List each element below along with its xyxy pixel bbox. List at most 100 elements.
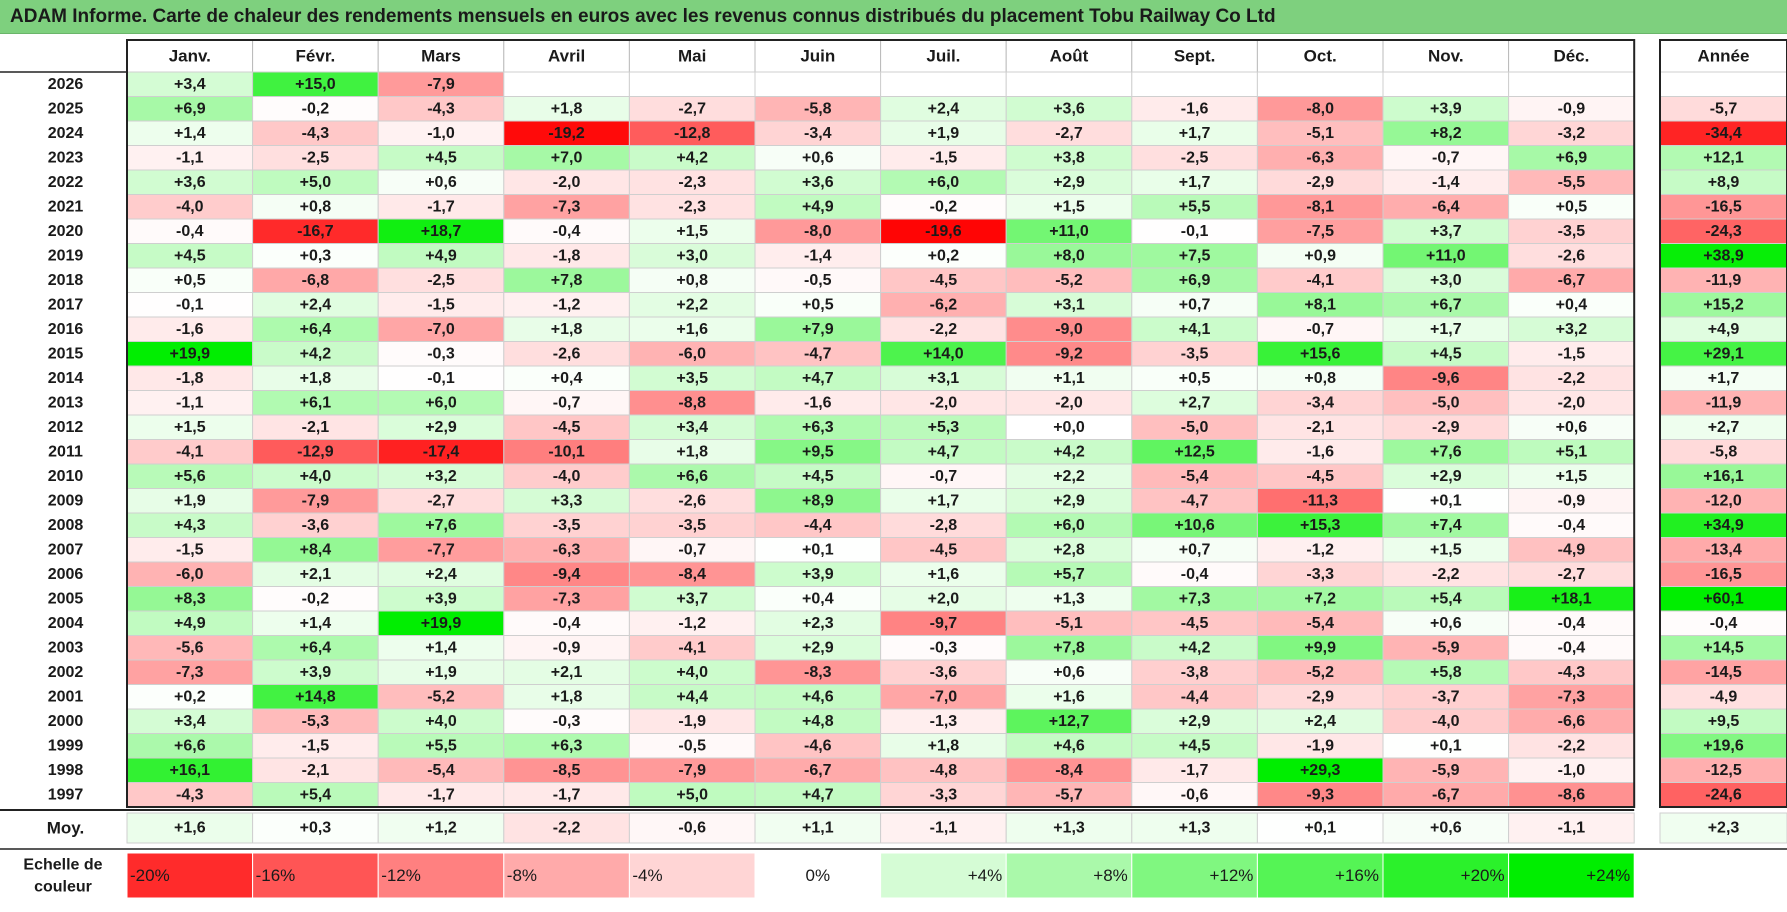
cell-value: -1,6 — [176, 321, 204, 338]
cell-value: -9,7 — [930, 615, 958, 632]
heatmap-cell — [126, 610, 254, 636]
heatmap-cell — [1508, 708, 1635, 734]
cell-value: +0,4 — [802, 590, 834, 607]
cell-value: -1,5 — [930, 149, 958, 166]
year-label: 2022 — [48, 174, 84, 191]
heatmap-cell — [1508, 365, 1635, 391]
cell-value: -0,4 — [1181, 566, 1209, 583]
cell-value: +19,9 — [170, 345, 211, 362]
cell-value: -2,9 — [1306, 688, 1334, 705]
year-label: 2013 — [48, 394, 84, 411]
year-label: 2002 — [48, 664, 84, 681]
heatmap-cell — [628, 610, 756, 636]
cell-value: +0,6 — [1430, 615, 1462, 632]
annual-value: +9,5 — [1708, 713, 1740, 730]
heatmap-cell — [126, 194, 254, 220]
heatmap-cell — [880, 635, 1007, 661]
heatmap-cell — [1382, 71, 1510, 97]
cell-value: -2,7 — [1558, 566, 1586, 583]
cell-value: +4,7 — [928, 443, 960, 460]
heatmap-cell — [754, 243, 882, 269]
average-row: Moy. +1,6 +0,3 +1,2 -2,2 -0,6 +1,1 -1,1 +1,3 +1,3… — [47, 812, 1787, 844]
heatmap-cell — [1508, 782, 1635, 808]
cell-value: +4,0 — [425, 713, 457, 730]
cell-value: -3,6 — [302, 517, 330, 534]
cell-value: +3,7 — [1430, 223, 1462, 240]
month-header-row: Janv. Févr. Mars Avril Mai Juin Juil. Août Sept.… — [126, 39, 1787, 73]
cell-value: -5,3 — [302, 713, 330, 730]
cell-value: -9,3 — [1306, 786, 1334, 803]
cell-value: -7,3 — [553, 590, 581, 607]
cell-value: -5,2 — [1055, 272, 1083, 289]
heatmap-cell — [1508, 684, 1635, 710]
cell-value: +5,6 — [174, 468, 206, 485]
cell-value: +3,3 — [551, 492, 583, 509]
month-header-label: Août — [1050, 47, 1089, 66]
cell-value: -9,0 — [1055, 321, 1083, 338]
heatmap-cell — [377, 96, 505, 122]
cell-value: -5,4 — [427, 762, 455, 779]
cell-value: -5,2 — [427, 688, 455, 705]
heatmap-cell — [1508, 292, 1635, 318]
cell-value: -4,5 — [930, 541, 958, 558]
cell-value: +1,8 — [551, 100, 583, 117]
cell-value: -0,7 — [1306, 321, 1334, 338]
heatmap-cell — [1382, 512, 1510, 538]
average-value: +0,3 — [300, 820, 332, 837]
heatmap-cell — [252, 684, 379, 710]
cell-value: -2,2 — [1558, 370, 1586, 387]
cell-value: -5,1 — [1055, 615, 1083, 632]
cell-value: +0,8 — [300, 198, 332, 215]
cell-value: -1,6 — [1181, 100, 1209, 117]
annual-value: -5,7 — [1710, 100, 1738, 117]
annual-column: -5,7 -34,4 +12,1 +8,9 -16,5 -24,3 +38,9 -11,9 +1… — [1659, 71, 1787, 808]
heatmap-cell — [628, 267, 756, 293]
cell-value: +8,9 — [802, 492, 834, 509]
cell-value: +4,0 — [300, 468, 332, 485]
scale-swatch — [1508, 852, 1635, 899]
year-label: 2024 — [48, 125, 84, 142]
cell-value: -3,8 — [1181, 664, 1209, 681]
heatmap-cell — [1382, 341, 1510, 367]
scale-label-value: +8% — [1093, 866, 1128, 885]
average-value: -1,1 — [930, 820, 958, 837]
cell-value: -1,5 — [1558, 345, 1586, 362]
heatmap-cell — [1382, 586, 1510, 612]
cell-value: -3,5 — [553, 517, 581, 534]
cell-value: -8,3 — [804, 664, 832, 681]
cell-value: +4,3 — [174, 517, 206, 534]
cell-value: -2,9 — [1306, 174, 1334, 191]
annual-cell — [1659, 782, 1787, 808]
cell-value: -3,2 — [1558, 125, 1586, 142]
heatmap-cell — [503, 782, 630, 808]
cell-value: +3,6 — [174, 174, 206, 191]
cell-value: -1,9 — [678, 713, 706, 730]
cell-value: +5,4 — [300, 786, 332, 803]
annual-value: +29,1 — [1703, 345, 1744, 362]
heatmap-cell — [754, 757, 882, 783]
heatmap-cell — [252, 390, 379, 416]
heatmap-cell — [880, 120, 1007, 146]
cell-value: +0,7 — [1179, 541, 1211, 558]
heatmap-cell — [1005, 243, 1133, 269]
heatmap-cell — [1508, 414, 1635, 440]
heatmap-cell — [1256, 96, 1384, 122]
cell-value: -4,7 — [804, 345, 832, 362]
heatmap-cell — [503, 488, 630, 514]
cell-value: -0,3 — [930, 639, 958, 656]
cell-value: -8,0 — [1306, 100, 1334, 117]
month-header-label: Avril — [548, 47, 585, 66]
heatmap-cell — [628, 414, 756, 440]
grid-frame — [126, 39, 1636, 808]
heatmap-cell — [628, 757, 756, 783]
heatmap-cell — [880, 537, 1007, 563]
heatmap-cell — [1005, 316, 1133, 342]
heatmap-cell — [503, 96, 630, 122]
cell-value: +1,8 — [676, 443, 708, 460]
cell-value: +4,5 — [1179, 737, 1211, 754]
cell-value: -17,4 — [423, 443, 460, 460]
cell-value: +3,0 — [676, 247, 708, 264]
cell-value: -2,6 — [553, 345, 581, 362]
cell-value: +6,1 — [300, 394, 332, 411]
cell-value: -8,1 — [1306, 198, 1334, 215]
